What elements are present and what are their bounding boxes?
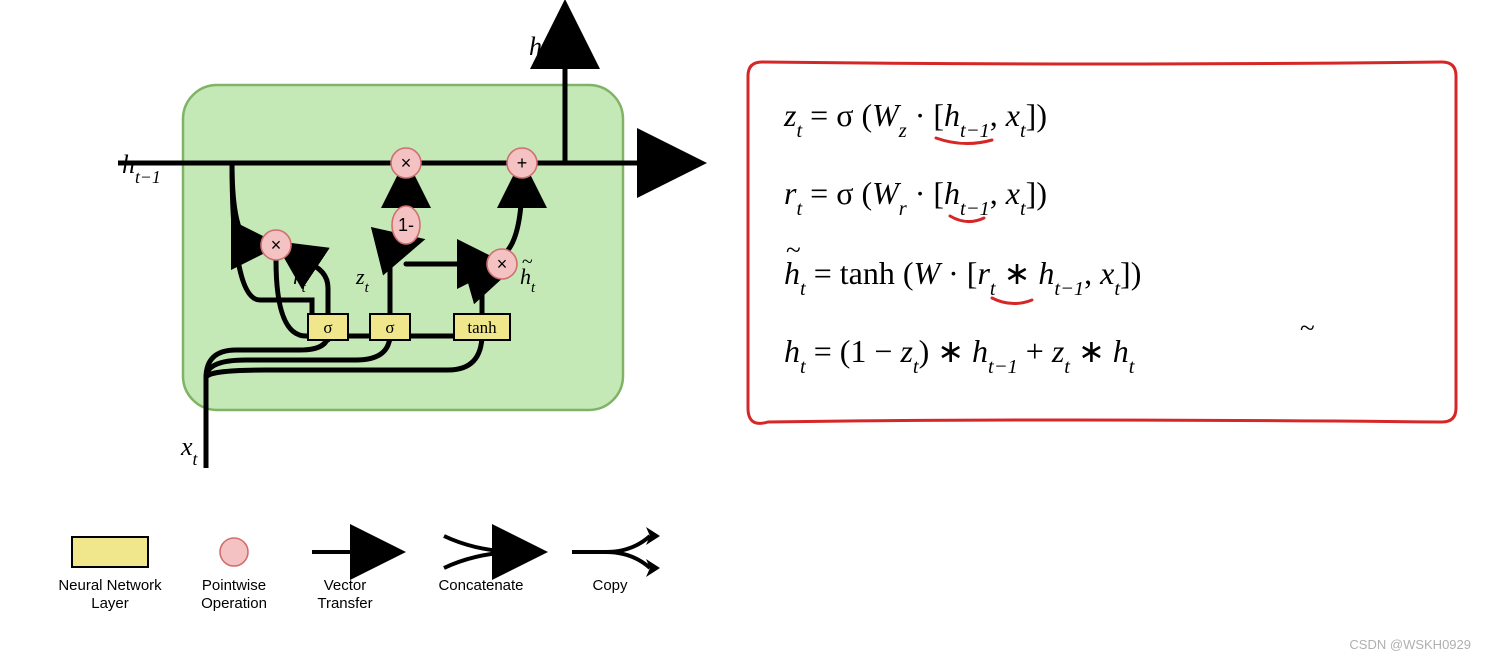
svg-text:1-: 1- [398, 215, 414, 235]
svg-text:zt = σ (Wz · [ht−1, xt]): zt = σ (Wz · [ht−1, xt]) [783, 97, 1047, 142]
svg-text:Vector: Vector [324, 577, 367, 594]
svg-text:σ: σ [385, 318, 394, 337]
svg-text:ht−1: ht−1 [122, 150, 161, 187]
svg-text:Copy: Copy [592, 577, 628, 594]
equations: zt = σ (Wz · [ht−1, xt]) rt = σ (Wr · [ht… [748, 62, 1456, 423]
legend: Neural NetworkLayer PointwiseOperation Vec… [58, 527, 660, 612]
svg-text:Concatenate: Concatenate [438, 577, 523, 594]
svg-text:rt = σ (Wr · [ht−1, xt]): rt = σ (Wr · [ht−1, xt]) [784, 175, 1047, 220]
svg-text:+: + [517, 153, 528, 173]
svg-text:σ: σ [323, 318, 332, 337]
svg-text:Neural Network: Neural Network [58, 577, 162, 594]
svg-text:Transfer: Transfer [317, 595, 372, 612]
watermark: CSDN @WSKH0929 [1349, 637, 1471, 652]
svg-text:~: ~ [522, 251, 533, 273]
svg-text:×: × [271, 235, 282, 255]
svg-text:ht: ht [529, 32, 548, 69]
svg-text:×: × [401, 153, 412, 173]
svg-text:xt: xt [180, 432, 199, 469]
svg-text:Layer: Layer [91, 595, 129, 612]
svg-text:×: × [497, 254, 508, 274]
gru-diagram: ××1-+× σσtanh ht−1htxtrtztht~ Neural Net… [0, 0, 1485, 660]
svg-text:tanh: tanh [467, 318, 497, 337]
svg-text:Operation: Operation [201, 595, 267, 612]
svg-text:~: ~ [1300, 313, 1315, 343]
svg-text:~: ~ [786, 235, 801, 265]
layer-boxes: σ σ tanh [308, 314, 510, 340]
svg-text:Pointwise: Pointwise [202, 577, 266, 594]
svg-text:ht = (1 − zt) ∗ ht−1 + zt ∗ ht: ht = (1 − zt) ∗ ht−1 + zt ∗ ht [784, 333, 1136, 378]
svg-text:ht = tanh (W · [rt ∗ ht−1, xt]: ht = tanh (W · [rt ∗ ht−1, xt]) [784, 255, 1141, 300]
